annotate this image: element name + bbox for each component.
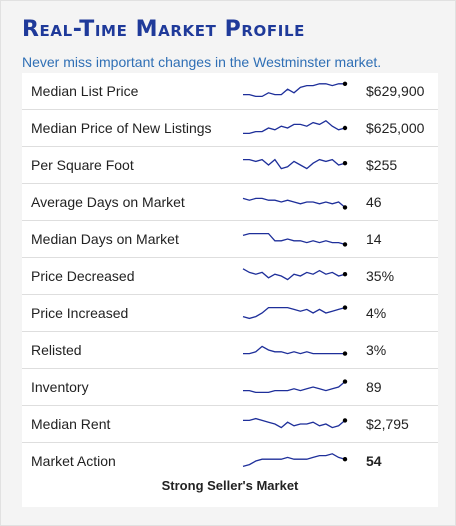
- page-title: Real-Time Market Profile: [22, 17, 305, 42]
- metric-label: Price Increased: [31, 305, 129, 321]
- metric-label: Median Price of New Listings: [31, 120, 212, 136]
- trend-sparkline: [243, 158, 348, 170]
- metric-value: 35%: [366, 268, 395, 284]
- metric-value: $255: [366, 157, 398, 173]
- sparkline-path: [242, 268, 346, 281]
- metric-value: $2,795: [366, 416, 409, 432]
- sparkline-end-dot: [342, 125, 348, 131]
- metric-row: Per Square Foot $255: [22, 147, 438, 184]
- metric-row: Median Rent $2,795: [22, 406, 438, 443]
- metric-row: Median Price of New Listings $625,000: [22, 110, 438, 147]
- metric-value: 3%: [366, 342, 387, 358]
- metric-label: Price Decreased: [31, 268, 135, 284]
- sparkline-end-dot: [342, 351, 348, 356]
- sparkline-end-dot: [342, 272, 348, 277]
- metric-label: Market Action: [31, 453, 116, 469]
- metric-value: 46: [366, 194, 382, 210]
- metric-value: 89: [366, 379, 382, 395]
- trend-sparkline: [242, 232, 348, 247]
- trend-sparkline: [243, 81, 348, 98]
- sparkline-end-dot: [342, 379, 348, 384]
- metric-value: 14: [366, 231, 382, 247]
- sparkline-path: [243, 345, 345, 355]
- metric-label: Median Days on Market: [31, 231, 179, 247]
- metric-row: Inventory 89: [22, 369, 438, 406]
- sparkline-end-dot: [342, 305, 348, 310]
- metric-row: Relisted 3%: [22, 332, 438, 369]
- trend-sparkline: [242, 197, 348, 210]
- trend-sparkline: [242, 268, 348, 281]
- metric-row: Price Increased 4%: [22, 295, 438, 332]
- metric-row: Median List Price $629,900: [22, 73, 438, 110]
- trend-sparkline: [242, 453, 348, 468]
- market-summary: Strong Seller's Market: [161, 478, 299, 493]
- trend-sparkline: [243, 379, 348, 394]
- metric-label: Average Days on Market: [31, 194, 185, 210]
- metric-value: 4%: [366, 305, 387, 321]
- metric-row: Average Days on Market 46: [22, 184, 438, 221]
- sparkline-path: [243, 158, 346, 170]
- sparkline-end-dot: [342, 242, 348, 247]
- sparkline-path: [243, 120, 346, 135]
- sparkline-end-dot: [342, 205, 348, 210]
- sparkline-end-dot: [342, 81, 348, 86]
- metric-row: Price Decreased 35%: [22, 258, 438, 295]
- trend-sparkline: [243, 345, 348, 356]
- sparkline-end-dot: [342, 161, 348, 166]
- sparkline-path: [243, 83, 345, 98]
- sparkline-path: [242, 197, 346, 208]
- trend-sparkline: [243, 417, 348, 429]
- sparkline-end-dot: [342, 418, 348, 423]
- sparkline-end-dot: [342, 457, 348, 462]
- metric-label: Relisted: [31, 342, 82, 358]
- metric-value: 54: [366, 453, 382, 469]
- sparkline-path: [242, 232, 346, 246]
- metric-row: Market Action 54: [22, 443, 438, 480]
- market-metrics-panel: Strong Seller's Market Median List Price…: [22, 73, 438, 507]
- sparkline-path: [242, 306, 346, 320]
- metric-label: Inventory: [31, 379, 89, 395]
- subtitle: Never miss important changes in the West…: [22, 54, 382, 70]
- metric-value: $625,000: [366, 120, 425, 136]
- trend-sparkline: [242, 305, 348, 320]
- sparkline-path: [243, 381, 346, 394]
- metric-value: $629,900: [366, 83, 425, 99]
- sparkline-path: [243, 417, 346, 429]
- trend-sparkline: [243, 120, 348, 135]
- sparkline-path: [242, 453, 346, 468]
- metric-label: Per Square Foot: [31, 157, 134, 173]
- metric-label: Median Rent: [31, 416, 111, 432]
- metric-label: Median List Price: [31, 83, 139, 99]
- metric-row: Median Days on Market 14: [22, 221, 438, 258]
